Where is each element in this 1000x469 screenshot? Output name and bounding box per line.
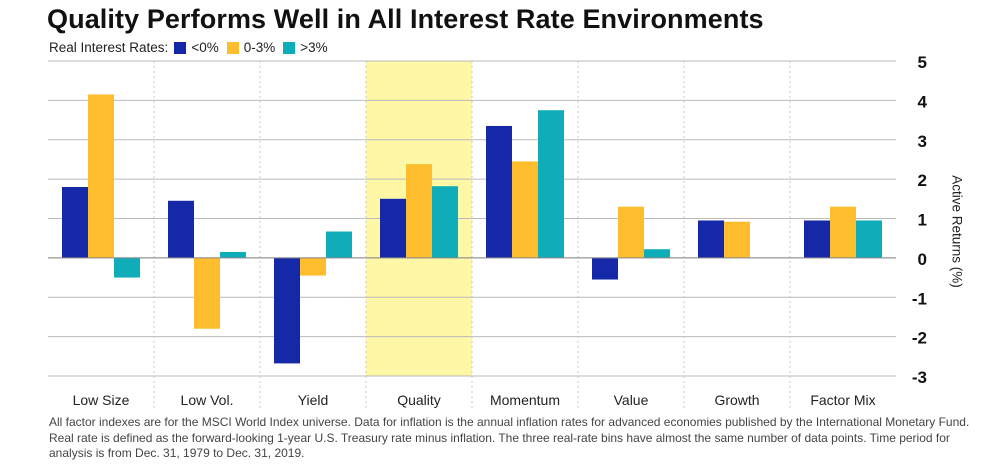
- x-tick-label: Value: [614, 392, 649, 408]
- bar-low-vol--series-2: [220, 251, 246, 258]
- y-tick-label: 5: [918, 53, 927, 72]
- legend-item-above-three: >3%: [283, 40, 328, 55]
- bar-low-size-series-1: [88, 94, 114, 258]
- legend-swatch-below-zero: [174, 41, 187, 54]
- legend-title: Real Interest Rates:: [49, 40, 169, 55]
- legend-item-below-zero: <0%: [174, 40, 219, 55]
- x-tick-label: Low Vol.: [181, 392, 234, 408]
- bar-growth-series-1: [724, 221, 750, 258]
- legend-label-below-zero: <0%: [191, 40, 219, 55]
- bar-momentum-series-2: [538, 110, 564, 258]
- x-tick-label: Low Size: [73, 392, 130, 408]
- bar-low-size-series-2: [114, 257, 140, 278]
- chart-title: Quality Performs Well in All Interest Ra…: [47, 4, 764, 34]
- legend-label-above-three: >3%: [300, 40, 328, 55]
- legend-label-zero-to-three: 0-3%: [243, 40, 276, 55]
- x-tick-label: Growth: [714, 392, 759, 408]
- y-tick-label: -1: [912, 289, 927, 308]
- legend-swatch-zero-to-three: [226, 41, 239, 54]
- bar-momentum-series-0: [486, 125, 512, 258]
- bar-value-series-2: [644, 249, 670, 258]
- x-tick-label: Momentum: [490, 392, 560, 408]
- x-tick-label: Factor Mix: [810, 392, 875, 408]
- y-tick-label: -2: [912, 329, 927, 348]
- y-tick-label: 2: [918, 171, 927, 190]
- bar-yield-series-2: [326, 231, 352, 258]
- bar-low-vol--series-1: [194, 257, 220, 329]
- bar-factor-mix-series-0: [804, 220, 830, 258]
- y-tick-label: 3: [918, 132, 927, 151]
- bar-yield-series-1: [300, 257, 326, 276]
- y-axis-title-wrap: Active Returns (%): [949, 172, 965, 292]
- bar-factor-mix-series-1: [830, 206, 856, 258]
- y-tick-label: 4: [918, 92, 928, 111]
- bar-momentum-series-1: [512, 161, 538, 258]
- bar-quality-series-1: [406, 164, 432, 258]
- y-tick-label: -3: [912, 368, 927, 387]
- bar-low-vol--series-0: [168, 200, 194, 258]
- legend: Real Interest Rates: <0% 0-3% >3%: [49, 40, 336, 55]
- y-tick-label: 0: [918, 250, 927, 269]
- bar-quality-series-0: [380, 198, 406, 258]
- bar-growth-series-0: [698, 220, 724, 258]
- bar-value-series-1: [618, 206, 644, 258]
- bar-factor-mix-series-2: [856, 220, 882, 258]
- x-tick-label: Quality: [397, 392, 441, 408]
- legend-swatch-above-three: [283, 41, 296, 54]
- bar-yield-series-0: [274, 257, 300, 364]
- y-axis-title: Active Returns (%): [949, 175, 965, 288]
- legend-item-zero-to-three: 0-3%: [226, 40, 276, 55]
- y-tick-label: 1: [918, 211, 927, 230]
- bar-value-series-0: [592, 257, 618, 280]
- x-tick-label: Yield: [298, 392, 329, 408]
- footnote: All factor indexes are for the MSCI Worl…: [49, 415, 970, 460]
- bar-low-size-series-0: [62, 187, 88, 258]
- bar-quality-series-2: [432, 186, 458, 258]
